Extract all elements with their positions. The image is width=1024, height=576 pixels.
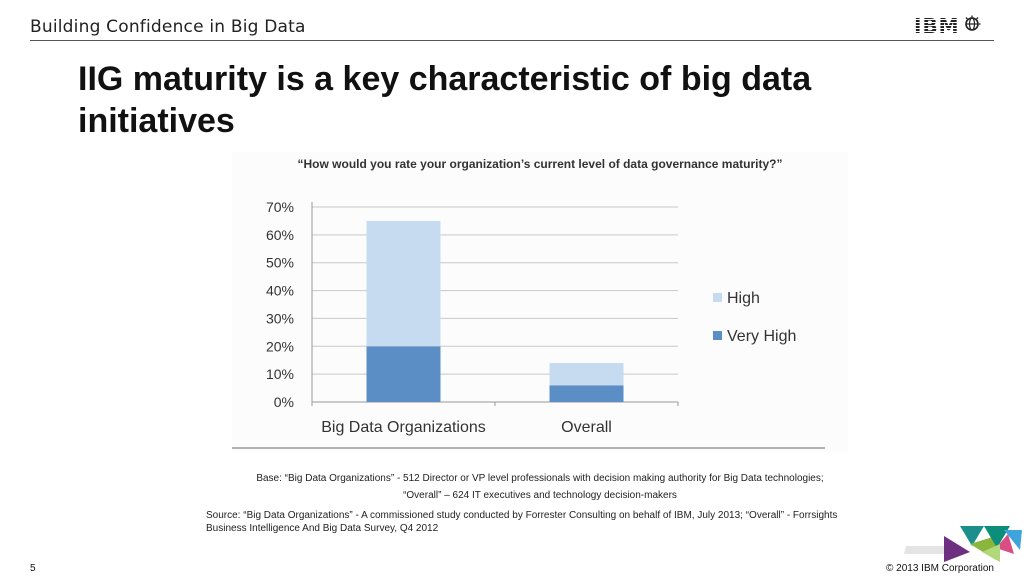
- base-note-line2: “Overall” – 624 IT executives and techno…: [403, 490, 677, 501]
- y-tick-label: 10%: [266, 366, 294, 382]
- slide-title: IIG maturity is a key characteristic of …: [78, 60, 812, 140]
- bar-chart: 0% 10% 20% 30% 40% 50% 60% 70% Big Data Organiza…: [232, 199, 825, 449]
- bar-segment: [549, 385, 624, 402]
- corner-decoration: [904, 526, 1022, 562]
- legend-label: High: [727, 290, 760, 307]
- bar-segment: [366, 346, 441, 402]
- y-tick-label: 50%: [266, 255, 294, 271]
- legend-label: Very High: [727, 328, 796, 345]
- header-title: Building Confidence in Big Data: [30, 17, 306, 37]
- chart-title: “How would you rate your organization’s …: [297, 157, 783, 171]
- chart-image: “How would you rate your organization’s …: [232, 152, 848, 452]
- y-tick-label: 20%: [266, 338, 294, 354]
- y-tick-label: 60%: [266, 227, 294, 243]
- globe-icon: [963, 15, 981, 38]
- legend-swatch: [713, 331, 722, 340]
- source-note: Source: “Big Data Organizations” - A com…: [206, 510, 838, 534]
- copyright: © 2013 IBM Corporation: [886, 563, 994, 574]
- x-category-label: Overall: [561, 419, 612, 436]
- header-divider: [30, 40, 994, 41]
- y-tick-label: 70%: [266, 199, 294, 215]
- legend-swatch: [713, 293, 722, 302]
- bar-segment: [549, 363, 624, 386]
- base-note: Base: “Big Data Organizations” - 512 Dir…: [232, 470, 848, 504]
- y-tick-label: 30%: [266, 310, 294, 326]
- y-tick-label: 0%: [274, 394, 294, 410]
- base-note-line1: Base: “Big Data Organizations” - 512 Dir…: [256, 473, 824, 484]
- page-number: 5: [30, 563, 36, 574]
- bar-segment: [366, 220, 441, 347]
- y-tick-label: 40%: [266, 283, 294, 299]
- logo: IBM: [914, 14, 994, 38]
- x-category-label: Big Data Organizations: [321, 419, 486, 436]
- ibm-logo-text: IBM: [914, 14, 960, 38]
